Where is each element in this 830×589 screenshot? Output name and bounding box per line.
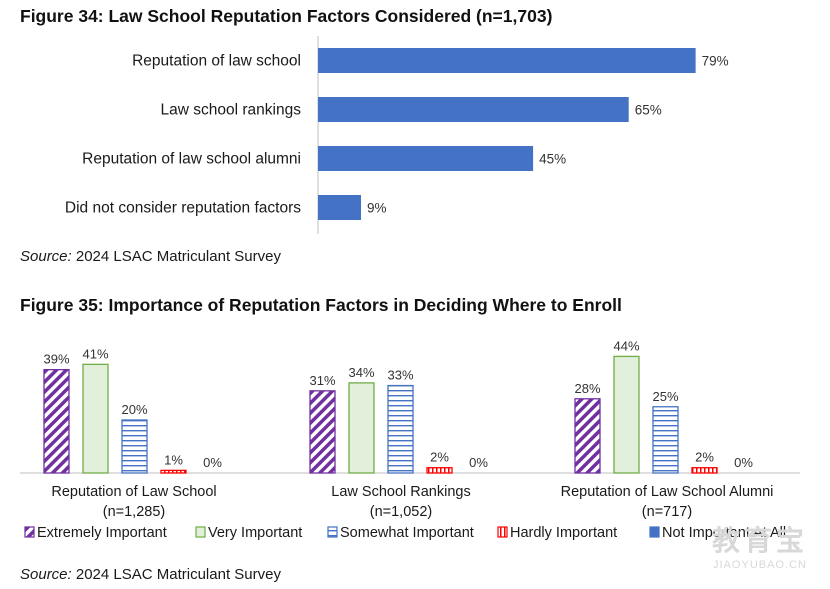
category-label: Law school rankings bbox=[161, 102, 302, 119]
figure-34-chart: Reputation of law school 79% Law school ra… bbox=[65, 36, 729, 234]
group-label: Reputation of Law School Alumni bbox=[561, 484, 774, 500]
bar bbox=[318, 146, 534, 171]
bar bbox=[387, 384, 414, 474]
bar bbox=[426, 467, 453, 474]
data-label: 0% bbox=[203, 455, 222, 470]
bar bbox=[318, 48, 696, 73]
data-label: 34% bbox=[348, 365, 374, 380]
figure-35-chart: 39% 41% 20% 1% 0% Reputation of Law School (n=… bbox=[20, 338, 800, 541]
bar bbox=[348, 382, 375, 474]
bar bbox=[652, 406, 679, 474]
group-label: Law School Rankings bbox=[331, 484, 470, 500]
data-label: 31% bbox=[309, 373, 335, 388]
figure-35-source: Source: 2024 LSAC Matriculant Survey bbox=[20, 566, 281, 583]
data-label: 33% bbox=[387, 368, 413, 383]
data-label: 20% bbox=[121, 402, 147, 417]
data-label: 65% bbox=[635, 103, 662, 118]
legend-label: Hardly Important bbox=[510, 525, 617, 541]
data-label: 44% bbox=[613, 338, 639, 353]
legend-swatch bbox=[649, 526, 660, 538]
legend-label: Not Important At All bbox=[662, 525, 786, 541]
legend-swatch bbox=[24, 526, 35, 538]
bar bbox=[691, 467, 718, 474]
category-label: Did not consider reputation factors bbox=[65, 200, 301, 217]
group-label: Reputation of Law School bbox=[51, 484, 216, 500]
data-label: 79% bbox=[702, 54, 729, 69]
figure-35-title: Figure 35: Importance of Reputation Fact… bbox=[20, 295, 622, 315]
category-label: Reputation of law school alumni bbox=[82, 151, 301, 168]
source-text: 2024 LSAC Matriculant Survey bbox=[71, 248, 281, 265]
figure-34-title: Figure 34: Law School Reputation Factors… bbox=[20, 6, 553, 26]
group-n-label: (n=717) bbox=[642, 504, 692, 520]
data-label: 0% bbox=[734, 455, 753, 470]
bar bbox=[121, 419, 148, 474]
data-label: 39% bbox=[43, 352, 69, 367]
data-label: 45% bbox=[539, 152, 566, 167]
figure-34-source: Source: 2024 LSAC Matriculant Survey bbox=[20, 248, 281, 265]
source-text: 2024 LSAC Matriculant Survey bbox=[71, 566, 281, 583]
bar bbox=[82, 363, 109, 474]
bar bbox=[309, 390, 336, 474]
data-label: 25% bbox=[652, 389, 678, 404]
legend-swatch bbox=[195, 526, 206, 538]
watermark-cn: 教育宝 bbox=[711, 525, 808, 556]
source-label: Source: bbox=[20, 248, 72, 265]
legend-label: Extremely Important bbox=[37, 525, 167, 541]
category-label: Reputation of law school bbox=[132, 53, 301, 70]
source-label: Source: bbox=[20, 566, 72, 583]
data-label: 2% bbox=[695, 450, 714, 465]
group-n-label: (n=1,052) bbox=[370, 504, 432, 520]
bar bbox=[318, 97, 629, 122]
group-n-label: (n=1,285) bbox=[103, 504, 165, 520]
bar bbox=[613, 355, 640, 474]
data-label: 1% bbox=[164, 452, 183, 467]
legend-swatch bbox=[497, 526, 508, 538]
bar bbox=[318, 195, 362, 220]
legend-label: Very Important bbox=[208, 525, 302, 541]
data-label: 0% bbox=[469, 455, 488, 470]
data-label: 28% bbox=[574, 381, 600, 396]
data-label: 9% bbox=[367, 201, 387, 216]
bar bbox=[160, 469, 187, 474]
legend-swatch bbox=[327, 526, 338, 538]
data-label: 2% bbox=[430, 450, 449, 465]
bar bbox=[574, 398, 601, 474]
watermark-logo: 教育宝 JIAOYUBAO.CN bbox=[712, 519, 808, 571]
data-label: 41% bbox=[82, 346, 108, 361]
legend-label: Somewhat Important bbox=[340, 525, 474, 541]
bar bbox=[43, 369, 70, 474]
watermark-en: JIAOYUBAO.CN bbox=[713, 559, 807, 571]
